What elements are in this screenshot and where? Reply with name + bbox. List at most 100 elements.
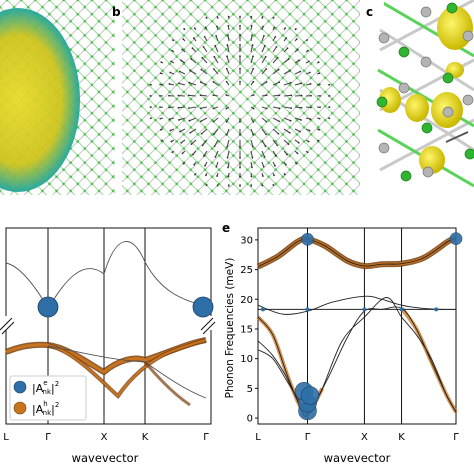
arrow-head: [227, 34, 229, 37]
arrow-head: [227, 166, 229, 169]
arrow-head: [252, 133, 255, 136]
axis-break-mark: [200, 317, 214, 331]
arrow-head: [191, 47, 194, 50]
arrow-head: [202, 155, 205, 157]
phonon-branch: [257, 295, 457, 315]
displacement-arrow: [227, 35, 230, 42]
arrow-head: [318, 128, 321, 131]
tick-label: Γ: [305, 432, 311, 443]
displacement-arrow: [213, 81, 219, 86]
electron-weight-marker: [449, 232, 463, 245]
arrow-head: [261, 184, 264, 187]
electron-weight-dot: [434, 307, 439, 312]
arrow-head: [265, 120, 268, 123]
arrow-head: [171, 39, 174, 41]
arrow-head: [308, 71, 311, 74]
displacement-arrow: [261, 128, 267, 135]
displacement-arrow: [191, 139, 197, 145]
arrow-head: [212, 107, 215, 110]
arrow-head: [328, 83, 331, 86]
displacement-arrow: [178, 82, 186, 86]
displacement-arrow: [201, 57, 208, 64]
displacement-arrow: [226, 44, 230, 53]
displacement-arrow: [250, 150, 253, 158]
electron-weight-marker: [37, 296, 59, 318]
arrow-head: [190, 143, 193, 145]
arrow-head: [278, 107, 281, 110]
tick-label: L: [255, 432, 261, 443]
arrow-head: [213, 145, 216, 148]
arrow-head: [227, 185, 230, 187]
arrow-head: [201, 56, 204, 59]
displacement-arrow: [214, 45, 219, 53]
arrow-head: [263, 34, 265, 37]
tick-label: K: [398, 432, 405, 443]
arrow-head: [169, 71, 172, 74]
displacement-arrow: [188, 106, 197, 109]
arrow-head: [265, 68, 268, 70]
arrow-head: [168, 106, 171, 109]
arrow-head: [226, 44, 229, 46]
panel-b-displacement-field: b: [112, 0, 360, 195]
arrow-head: [178, 119, 180, 121]
displacement-arrow: [226, 139, 230, 148]
arrow-head: [239, 157, 241, 159]
arrow-head: [215, 165, 218, 168]
displacement-arrow: [272, 46, 277, 53]
panel-c-crystal: c: [366, 0, 474, 195]
displacement-arrow: [226, 56, 230, 64]
arrow-head: [180, 59, 182, 62]
displacement-arrow: [261, 45, 266, 53]
arrow-head: [296, 152, 299, 155]
arrow-head: [251, 145, 254, 148]
displacement-arrow: [283, 139, 289, 145]
arrow-head: [265, 94, 268, 97]
arrow-head: [309, 106, 312, 109]
displacement-arrow: [272, 94, 280, 97]
arrow-head: [168, 83, 171, 85]
legend-electron-label: |Ae nk|2: [32, 379, 59, 396]
arrow-head: [181, 152, 184, 155]
arrow-head: [252, 107, 255, 110]
displacement-arrow: [200, 106, 208, 109]
arrow-head: [225, 94, 228, 96]
tick-label: K: [142, 432, 149, 443]
displacement-arrow: [250, 139, 254, 148]
displacement-arrow: [213, 117, 219, 123]
arrow-head: [299, 70, 302, 73]
panel-b-label: b: [112, 5, 121, 19]
arrow-head: [309, 83, 312, 85]
arrow-head: [205, 16, 208, 19]
arrow-head: [204, 164, 206, 167]
arrow-head: [239, 15, 241, 18]
arrow-head: [159, 117, 162, 120]
arrow-head: [284, 163, 287, 166]
arrow-head: [250, 25, 253, 27]
arrow-head: [226, 156, 229, 159]
arrow-head: [239, 24, 241, 27]
arrow-head: [299, 130, 301, 133]
tick-label: 15: [240, 324, 253, 335]
arrow-head: [205, 184, 208, 187]
displacement-arrow: [272, 81, 280, 86]
arrow-head: [226, 55, 228, 58]
phonon-branch: [257, 306, 457, 417]
axis-break-mark: [1, 321, 15, 335]
arrow-head: [252, 94, 255, 96]
arrow-head: [227, 25, 230, 27]
electron-weight-dot: [399, 307, 404, 312]
arrow-head: [263, 44, 266, 47]
displacement-arrow: [215, 35, 219, 42]
arrow-head: [265, 81, 268, 83]
arrow-head: [294, 27, 297, 30]
arrow-head: [319, 94, 321, 97]
arrow-head: [177, 106, 180, 109]
displacement-arrow: [261, 81, 267, 86]
arrow-head: [290, 107, 293, 110]
arrow-head: [204, 26, 207, 29]
arrow-head: [308, 129, 311, 132]
displacement-arrow: [226, 128, 230, 135]
arrow-head: [251, 34, 253, 37]
arrow-head: [160, 61, 163, 64]
arrow-head: [181, 48, 184, 51]
